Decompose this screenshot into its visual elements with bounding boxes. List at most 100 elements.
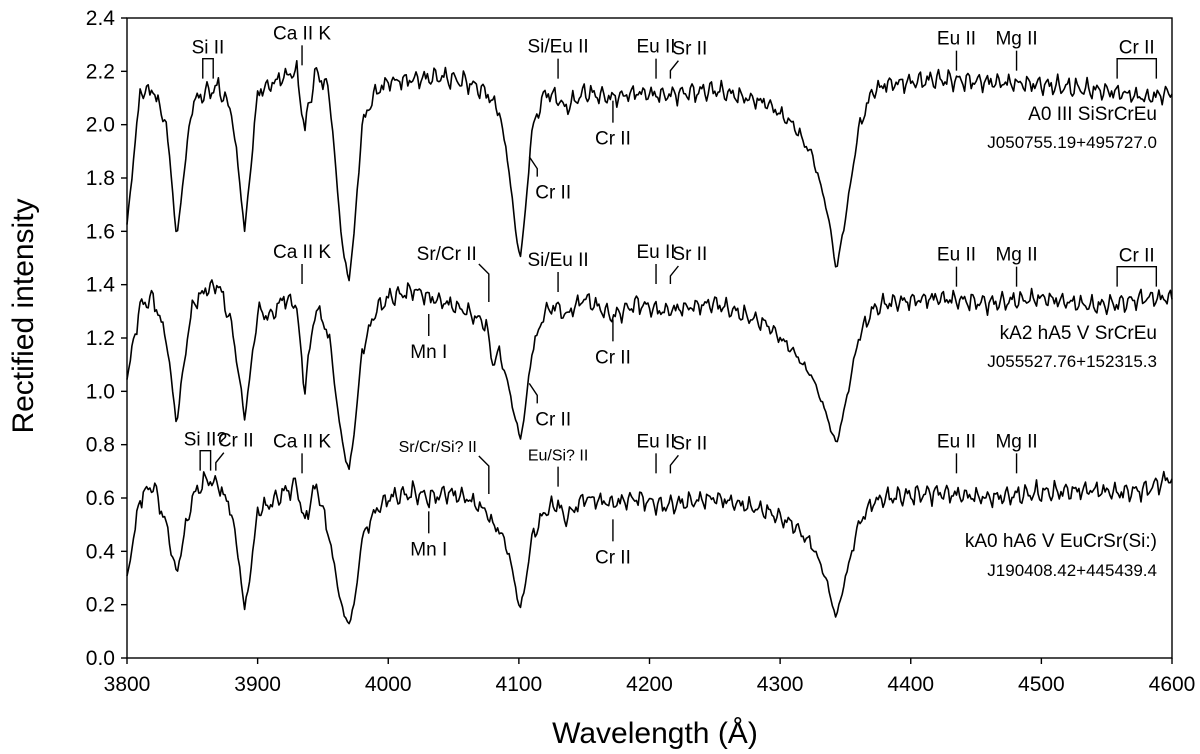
svg-text:Eu II: Eu II: [937, 29, 976, 50]
axes-layer: 3800 3900 4000 4100 4200 4300 4400 4500 4600 0.0 0…: [86, 7, 1196, 696]
x-axis-title: Wavelength (Å): [552, 717, 758, 750]
x-tick-label: 3900: [234, 673, 281, 696]
x-tick-label: 4400: [887, 673, 934, 696]
annotation-eu-ii: Eu II: [636, 37, 676, 79]
annotation-cr-ii: Cr II: [595, 319, 631, 368]
annotation-mn-i: Mn I: [410, 511, 447, 560]
y-tick-label: 0.8: [86, 434, 115, 457]
series-id-1: J050755.19+495727.0: [987, 133, 1157, 152]
svg-text:Si/Eu II: Si/Eu II: [527, 250, 588, 271]
svg-text:Si II: Si II: [192, 38, 225, 59]
annotation-eu-ii: Eu II: [636, 242, 676, 284]
svg-text:Sr II: Sr II: [672, 244, 707, 265]
annotation-eu-ii: Eu II: [937, 431, 976, 474]
spectrum-line-2: [126, 279, 1173, 471]
svg-text:Cr II: Cr II: [1119, 246, 1155, 267]
annotation-si-eu-ii: Si/Eu II: [527, 37, 589, 79]
annotation-sr-ii: Sr II: [669, 433, 707, 474]
x-tick-label: 4500: [1018, 673, 1065, 696]
svg-text:Cr II: Cr II: [595, 129, 631, 150]
svg-text:Ca II K: Ca II K: [273, 242, 331, 263]
annotation-cr-ii: Cr II: [528, 382, 571, 430]
svg-text:Eu II: Eu II: [636, 37, 675, 58]
svg-text:Eu/Si? II: Eu/Si? II: [528, 448, 588, 465]
svg-text:Sr II: Sr II: [672, 39, 707, 60]
series-name-1: A0 III SiSrCrEu: [1028, 104, 1157, 125]
svg-text:Cr II: Cr II: [595, 547, 631, 568]
annotation-sr-cr-si-ii: Sr/Cr/Si? II: [399, 439, 490, 494]
annotation-sr-ii: Sr II: [669, 39, 707, 79]
annotation-eu-ii: Eu II: [937, 29, 976, 71]
annotation-eu-ii: Eu II: [937, 245, 976, 287]
svg-text:Sr/Cr II: Sr/Cr II: [417, 244, 477, 265]
x-tick-label: 4100: [496, 673, 543, 696]
spectrum-line-1: [126, 60, 1173, 282]
svg-text:Cr II: Cr II: [595, 347, 631, 368]
series-id-2: J055527.76+152315.3: [987, 352, 1157, 371]
annotation-ca-ii-k: Ca II K: [273, 431, 331, 474]
svg-text:Ca II K: Ca II K: [273, 431, 331, 452]
y-tick-label: 0.0: [86, 647, 115, 670]
y-tick-label: 2.4: [86, 7, 116, 30]
annotation-sr-ii: Sr II: [669, 244, 707, 284]
svg-text:Cr II: Cr II: [535, 183, 571, 204]
y-tick-label: 1.0: [86, 380, 115, 403]
y-axis-title: Rectified intensity: [7, 198, 40, 433]
svg-text:Eu II: Eu II: [636, 431, 675, 452]
y-tick-label: 1.4: [86, 274, 116, 297]
annotation-sr-cr-ii: Sr/Cr II: [417, 244, 490, 302]
svg-text:Ca II K: Ca II K: [273, 23, 331, 44]
y-tick-label: 1.6: [86, 220, 115, 243]
annotation-cr-ii: Cr II: [595, 100, 631, 150]
annotation-cr-ii: Cr II: [1116, 246, 1158, 287]
x-tick-label: 3800: [104, 673, 151, 696]
annotation-ca-ii-k: Ca II K: [273, 23, 331, 66]
annotation-si-ii-: Si II?: [184, 430, 227, 471]
annotation-eu-ii: Eu II: [636, 431, 676, 474]
annotation-si-eu-ii: Si/Eu II: [527, 250, 589, 292]
svg-text:Mg II: Mg II: [995, 431, 1037, 452]
annotation-cr-ii: Cr II: [528, 156, 571, 204]
x-tick-label: 4200: [626, 673, 673, 696]
x-tick-label: 4600: [1149, 673, 1196, 696]
y-tick-label: 2.0: [86, 114, 115, 137]
annotation-mn-i: Mn I: [410, 314, 447, 363]
annotation-mg-ii: Mg II: [995, 431, 1038, 474]
y-tick-label: 2.2: [86, 60, 115, 83]
svg-text:Eu II: Eu II: [636, 242, 675, 263]
svg-text:Cr II: Cr II: [218, 431, 254, 452]
annotation-mg-ii: Mg II: [995, 245, 1038, 287]
y-tick-label: 1.2: [86, 327, 115, 350]
annotation-cr-ii: Cr II: [595, 519, 631, 568]
svg-text:Si/Eu II: Si/Eu II: [527, 37, 588, 58]
svg-text:Eu II: Eu II: [937, 245, 976, 266]
svg-text:Si II?: Si II?: [184, 430, 227, 451]
y-tick-label: 0.2: [86, 594, 115, 617]
svg-text:Sr/Cr/Si? II: Sr/Cr/Si? II: [399, 439, 477, 456]
series-id-3: J190408.42+445439.4: [987, 561, 1157, 580]
annotation-si-ii: Si II: [192, 38, 225, 79]
svg-text:Mn I: Mn I: [410, 539, 447, 560]
y-tick-label: 1.8: [86, 167, 115, 190]
svg-text:Cr II: Cr II: [535, 409, 571, 430]
annotation-layer: A0 III SiSrCrEu J050755.19+495727.0 kA2 hA…: [184, 23, 1158, 580]
svg-text:Mn I: Mn I: [410, 342, 447, 363]
annotation-ca-ii-k: Ca II K: [273, 242, 331, 284]
y-tick-label: 0.4: [86, 540, 116, 563]
annotation-cr-ii: Cr II: [215, 431, 254, 471]
series-name-3: kA0 hA6 V EuCrSr(Si:): [965, 531, 1157, 552]
annotation-cr-ii: Cr II: [1116, 38, 1158, 79]
svg-text:Eu II: Eu II: [937, 431, 976, 452]
x-tick-label: 4000: [365, 673, 412, 696]
annotation-eu-si-ii: Eu/Si? II: [528, 448, 588, 487]
svg-text:Mg II: Mg II: [995, 29, 1037, 50]
annotation-mg-ii: Mg II: [995, 29, 1038, 71]
spectra-layer: [126, 60, 1173, 625]
svg-text:Sr II: Sr II: [672, 433, 707, 454]
series-name-2: kA2 hA5 V SrCrEu: [1000, 323, 1157, 344]
svg-text:Mg II: Mg II: [995, 245, 1037, 266]
y-tick-label: 0.6: [86, 487, 115, 510]
spectrum-line-3: [126, 470, 1173, 625]
